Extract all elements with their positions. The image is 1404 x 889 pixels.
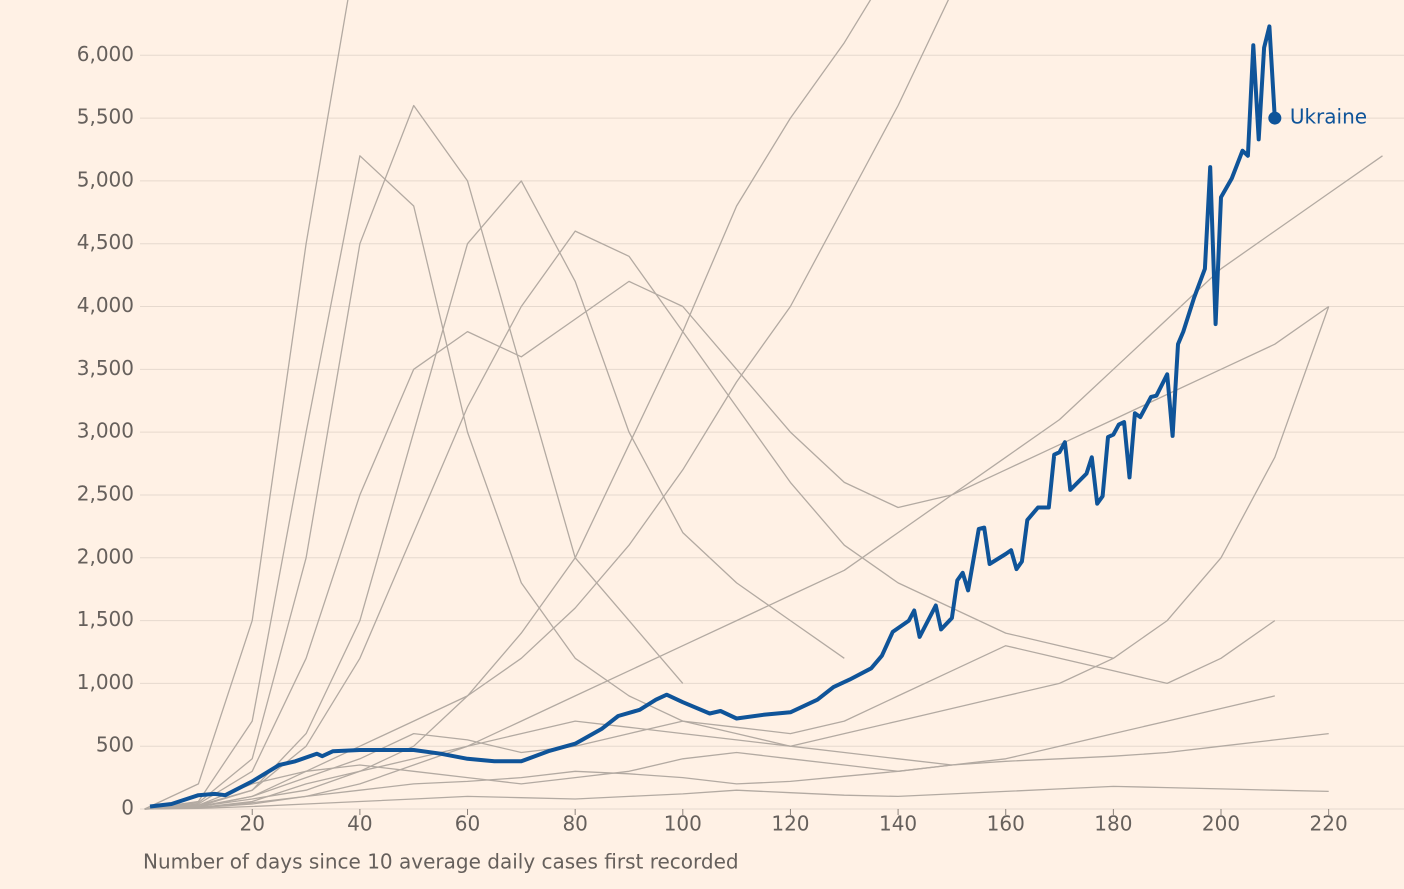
x-tick-label: 120 — [771, 812, 809, 836]
series-line — [144, 180, 845, 810]
highlight-line — [149, 24, 1277, 809]
series-line — [144, 785, 1329, 810]
series-line — [144, 155, 1383, 810]
x-tick-label: 80 — [562, 812, 587, 836]
y-tick-label: 2,000 — [77, 544, 134, 568]
x-tick-label: 20 — [240, 812, 265, 836]
series-line — [144, 280, 1330, 810]
y-tick-label: 4,500 — [77, 230, 134, 254]
y-tick-label: 2,500 — [77, 481, 134, 505]
y-tick-label: 0 — [121, 796, 134, 820]
labels: 0 500 1,000 1,500 2,000 2,500 3,000 3,500 4,000 4… — [77, 42, 1367, 836]
y-tick-label: 3,500 — [77, 356, 134, 380]
plot-area — [144, 0, 1383, 810]
series-label: Ukraine — [1290, 105, 1367, 129]
x-tick-label: 60 — [455, 812, 480, 836]
grid — [140, 54, 1404, 815]
y-tick-label: 5,000 — [77, 167, 134, 191]
y-tick-label: 6,000 — [77, 42, 134, 66]
x-tick-label: 160 — [987, 812, 1025, 836]
y-tick-label: 3,000 — [77, 419, 134, 443]
end-dot — [1268, 111, 1282, 125]
y-tick-label: 1,500 — [77, 607, 134, 631]
y-tick-label: 4,000 — [77, 293, 134, 317]
x-tick-label: 180 — [1094, 812, 1132, 836]
y-tick-label: 5,500 — [77, 105, 134, 129]
series-line — [144, 620, 1276, 810]
x-tick-label: 200 — [1202, 812, 1240, 836]
x-tick-label: 100 — [664, 812, 702, 836]
x-tick-label: 140 — [879, 812, 917, 836]
x-tick-label: 220 — [1310, 812, 1348, 836]
series-line — [144, 104, 684, 810]
series-line — [144, 155, 952, 810]
x-axis-title: Number of days since 10 average daily ca… — [143, 850, 739, 874]
series-line — [144, 306, 1330, 810]
series-line — [144, 0, 872, 810]
series-line — [144, 732, 1329, 810]
y-tick-label: 1,000 — [77, 670, 134, 694]
y-tick-label: 500 — [96, 733, 134, 757]
series-line — [144, 0, 950, 810]
x-tick-label: 40 — [347, 812, 372, 836]
series-line — [144, 0, 349, 810]
